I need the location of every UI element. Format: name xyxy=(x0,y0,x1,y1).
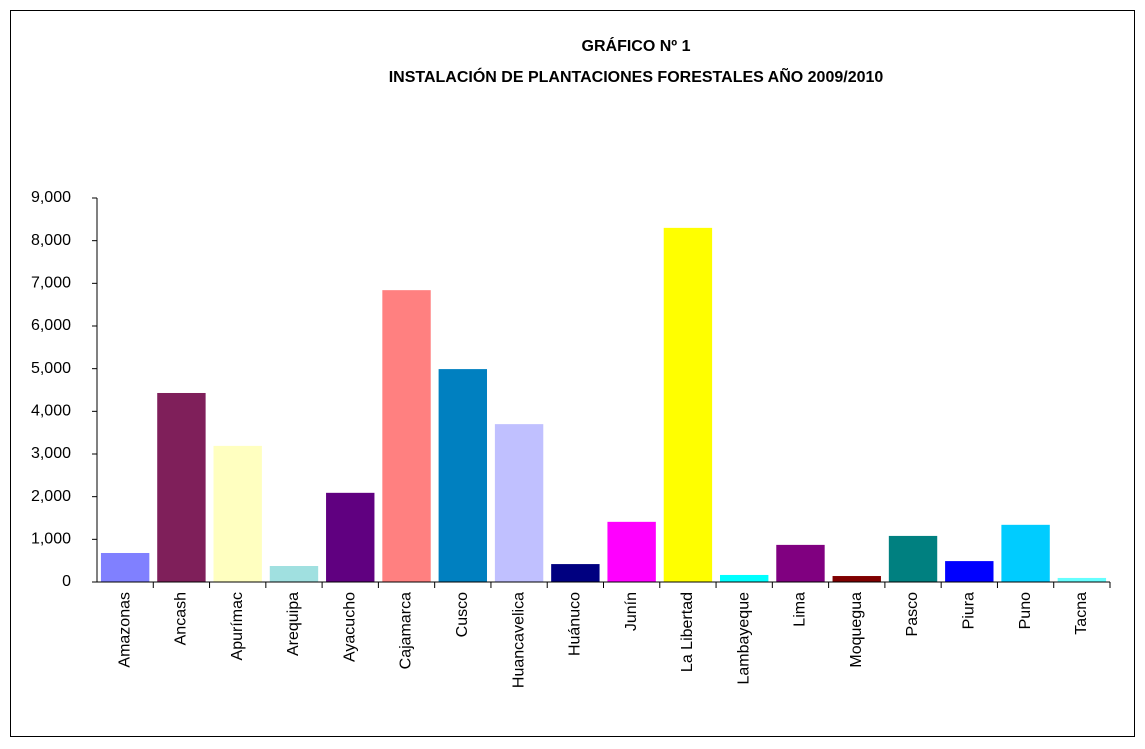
y-tick-label: 8,000 xyxy=(31,232,71,249)
bar xyxy=(326,492,375,582)
bar xyxy=(438,369,488,582)
x-tick-label: Cusco xyxy=(454,592,471,637)
bar xyxy=(1001,524,1050,582)
bar xyxy=(100,552,150,582)
bar xyxy=(607,521,656,582)
bar xyxy=(494,424,544,582)
x-tick-label: Ancash xyxy=(173,592,190,645)
bar xyxy=(945,561,994,582)
x-tick-label: Piura xyxy=(961,592,978,629)
y-tick-label: 9,000 xyxy=(31,189,71,206)
y-tick-label: 5,000 xyxy=(31,360,71,377)
x-tick-label: Junín xyxy=(623,592,640,631)
y-tick-label: 1,000 xyxy=(31,531,71,548)
bar xyxy=(776,544,825,582)
chart-title: GRÁFICO Nº 1 xyxy=(582,36,691,55)
y-tick-label: 7,000 xyxy=(31,275,71,292)
bar xyxy=(832,576,881,582)
y-tick-label: 2,000 xyxy=(31,488,71,505)
x-tick-label: Lambayeque xyxy=(735,592,752,685)
y-tick-label: 6,000 xyxy=(31,317,71,334)
y-tick-label: 0 xyxy=(62,573,71,590)
bar xyxy=(888,535,938,582)
x-tick-label: Moquegua xyxy=(848,592,865,668)
x-tick-label: Ayacucho xyxy=(341,592,358,662)
x-tick-label: Pasco xyxy=(904,592,921,637)
x-tick-label: Puno xyxy=(1017,592,1034,629)
bar xyxy=(269,566,319,582)
x-tick-label: Tacna xyxy=(1073,592,1090,635)
x-tick-label: La Libertad xyxy=(679,592,696,672)
bar xyxy=(213,445,262,582)
x-tick-label: Arequipa xyxy=(285,592,302,656)
bar xyxy=(382,290,431,582)
x-tick-label: Amazonas xyxy=(116,592,133,668)
x-tick-label: Lima xyxy=(792,592,809,627)
chart-frame xyxy=(10,10,1135,737)
bar xyxy=(719,574,769,582)
bar xyxy=(1057,577,1107,582)
bar xyxy=(663,227,713,582)
y-tick-label: 3,000 xyxy=(31,445,71,462)
chart-subtitle: INSTALACIÓN DE PLANTACIONES FORESTALES A… xyxy=(389,66,884,86)
x-tick-label: Huánuco xyxy=(567,592,584,656)
x-tick-label: Cajamarca xyxy=(398,592,415,669)
x-tick-label: Apurímac xyxy=(229,592,246,660)
bar xyxy=(551,564,600,582)
y-tick-label: 4,000 xyxy=(31,403,71,420)
bar xyxy=(157,392,206,582)
x-tick-label: Huancavelica xyxy=(510,592,527,688)
